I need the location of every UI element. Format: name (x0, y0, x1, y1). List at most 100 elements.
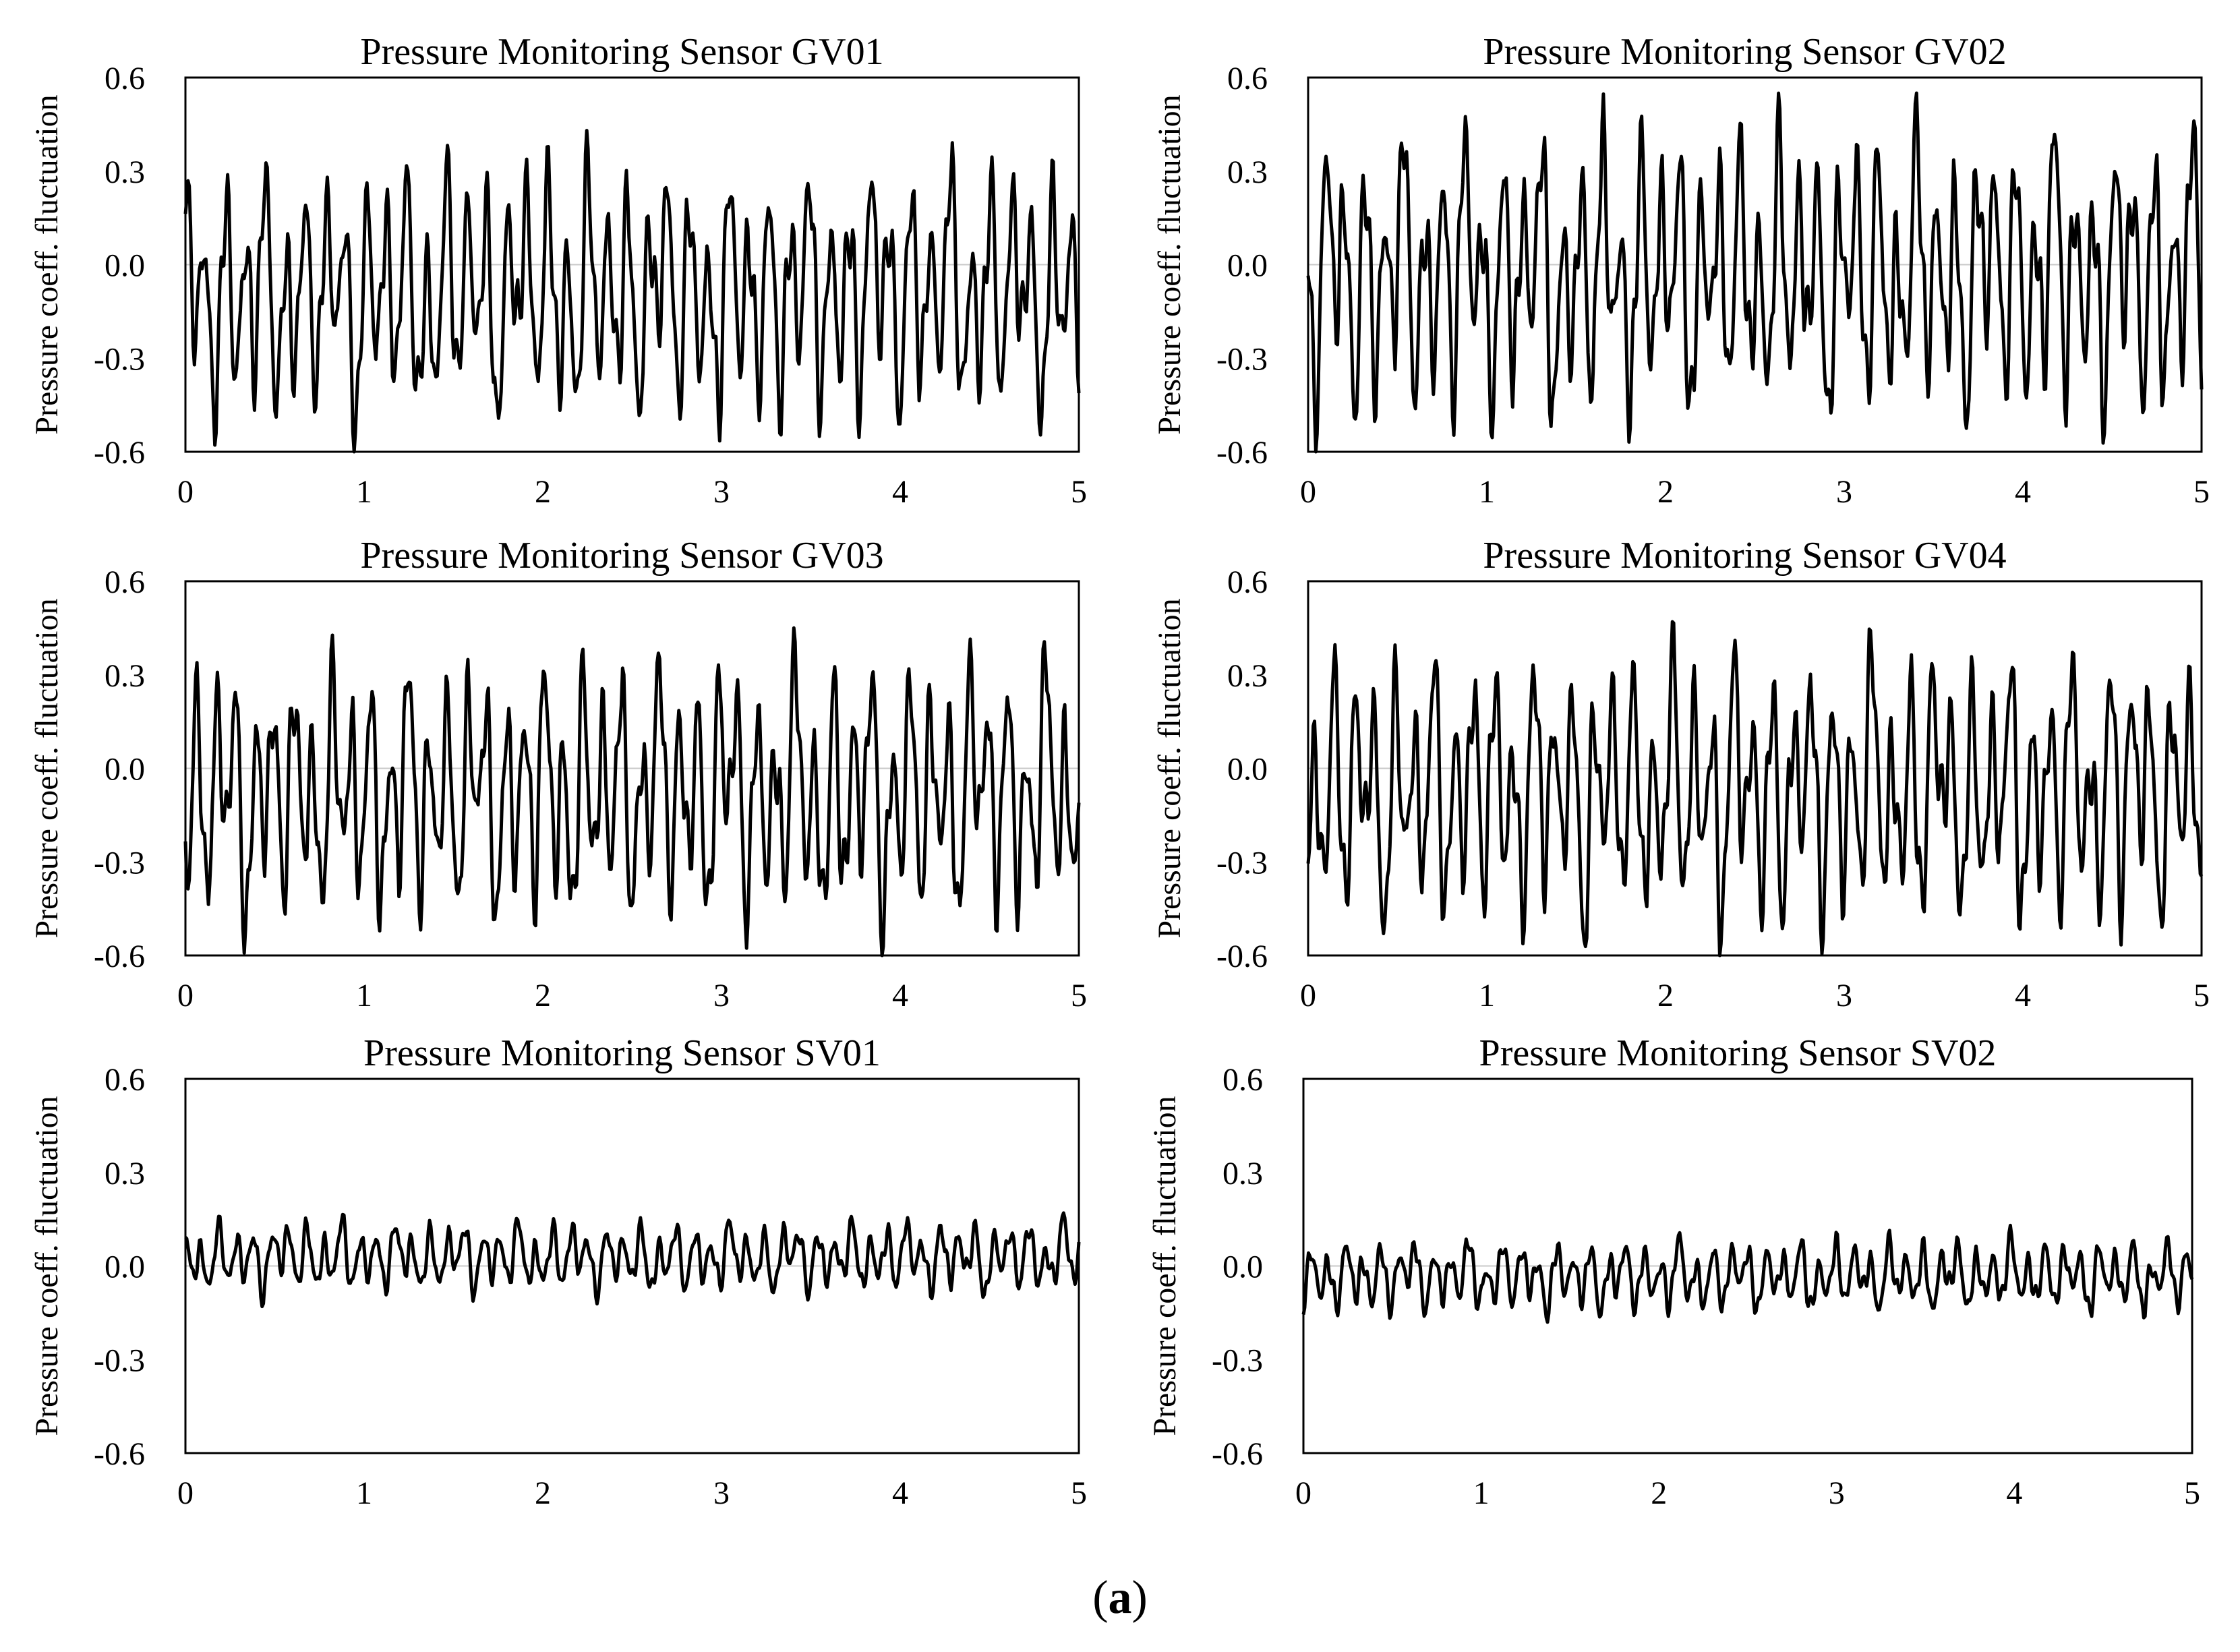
y-tick-label: -0.3 (94, 845, 145, 881)
y-tick-label: 0.6 (1227, 564, 1268, 600)
plot-frame (1302, 1078, 2193, 1454)
x-tick-label: 1 (356, 1475, 372, 1511)
x-tick-label: 0 (1295, 1475, 1311, 1511)
x-tick-label: 4 (2006, 1475, 2022, 1511)
chart-panel-3: Pressure Monitoring Sensor GV03 -0.6 -0.3 0… (29, 535, 1087, 1013)
chart-panel-6: Pressure Monitoring Sensor SV02 -0.6 -0.3 0… (1147, 1032, 2200, 1511)
y-axis-label: Pressure coeff. fluctuation (29, 94, 65, 434)
y-tick-label: 0.6 (105, 61, 145, 96)
x-tick-label: 1 (356, 978, 372, 1013)
x-tick-label: 4 (892, 474, 908, 510)
y-tick-label: 0.6 (105, 1062, 145, 1098)
plot-frame (184, 76, 1080, 453)
x-tick-label: 4 (2015, 978, 2031, 1013)
x-tick-label: 1 (1479, 474, 1495, 510)
y-tick-label: 0.0 (105, 1249, 145, 1285)
x-tick-label: 5 (1071, 978, 1087, 1013)
x-tick-label: 2 (535, 474, 551, 510)
plot-frame (1307, 580, 2203, 957)
series-line (1306, 91, 2204, 454)
x-tick-label: 5 (2193, 978, 2210, 1013)
plot-frame (184, 1078, 1080, 1454)
x-tick-label: 0 (177, 978, 194, 1013)
chart-title: Pressure Monitoring Sensor SV02 (1479, 1032, 1997, 1074)
y-tick-label: -0.3 (94, 1343, 145, 1378)
x-tick-label: 0 (177, 1475, 194, 1511)
x-tick-label: 4 (2015, 474, 2031, 510)
chart-panel-1: Pressure Monitoring Sensor GV01 -0.6 -0.3 0… (29, 31, 1087, 510)
x-tick-label: 3 (713, 1475, 730, 1511)
y-axis-label: Pressure coeff. fluctuation (1152, 598, 1187, 938)
x-tick-label: 5 (1071, 1475, 1087, 1511)
figure-caption: (a) (0, 1571, 2240, 1625)
x-tick-label: 1 (1473, 1475, 1490, 1511)
x-tick-label: 0 (177, 474, 194, 510)
y-axis-label: Pressure coeff. fluctuation (1152, 94, 1187, 434)
y-axis-label: Pressure coeff. fluctuation (1147, 1096, 1183, 1436)
x-tick-label: 5 (2193, 474, 2210, 510)
x-tick-label: 1 (356, 474, 372, 510)
x-tick-label: 2 (1657, 978, 1674, 1013)
y-tick-label: 0.6 (1227, 61, 1268, 96)
chart-panel-2: Pressure Monitoring Sensor GV02 -0.6 -0.3 0… (1152, 31, 2210, 510)
y-tick-label: 0.3 (1227, 658, 1268, 694)
y-tick-label: -0.3 (1216, 341, 1268, 377)
y-tick-label: 0.3 (105, 658, 145, 694)
y-tick-label: 0.0 (105, 752, 145, 788)
y-tick-label: -0.3 (1216, 845, 1268, 881)
chart-title: Pressure Monitoring Sensor GV04 (1483, 535, 2006, 577)
y-tick-label: -0.6 (1216, 939, 1268, 974)
y-tick-label: 0.3 (105, 154, 145, 190)
y-tick-label: 0.0 (1227, 248, 1268, 284)
x-tick-label: 4 (892, 1475, 908, 1511)
x-tick-label: 1 (1479, 978, 1495, 1013)
y-tick-label: -0.6 (94, 435, 145, 471)
plot-frame (184, 580, 1080, 957)
caption-close: ) (1131, 1572, 1148, 1624)
x-tick-label: 3 (1836, 978, 1852, 1013)
y-tick-label: 0.0 (1227, 752, 1268, 788)
y-axis-label: Pressure coeff. fluctuation (29, 1096, 65, 1436)
y-tick-label: -0.6 (94, 939, 145, 974)
x-tick-label: 2 (535, 978, 551, 1013)
chart-title: Pressure Monitoring Sensor SV01 (363, 1032, 881, 1074)
x-tick-label: 0 (1300, 474, 1316, 510)
y-tick-label: 0.6 (105, 564, 145, 600)
x-tick-label: 2 (1651, 1475, 1667, 1511)
y-tick-label: 0.3 (105, 1156, 145, 1191)
x-tick-label: 2 (1657, 474, 1674, 510)
y-axis-label: Pressure coeff. fluctuation (29, 598, 65, 938)
chart-title: Pressure Monitoring Sensor GV03 (360, 535, 883, 577)
series-line (183, 626, 1081, 957)
y-tick-label: -0.6 (1212, 1436, 1263, 1472)
chart-title: Pressure Monitoring Sensor GV02 (1483, 31, 2006, 73)
x-tick-label: 3 (1836, 474, 1852, 510)
caption-open: ( (1092, 1572, 1109, 1624)
y-tick-label: 0.0 (105, 248, 145, 284)
series-line (1301, 1223, 2194, 1324)
x-tick-label: 2 (535, 1475, 551, 1511)
x-tick-label: 3 (713, 474, 730, 510)
x-tick-label: 4 (892, 978, 908, 1013)
caption-letter: a (1108, 1572, 1132, 1624)
y-tick-label: 0.3 (1227, 154, 1268, 190)
x-tick-label: 3 (1829, 1475, 1845, 1511)
plot-frame (1307, 76, 2203, 453)
x-tick-label: 5 (1071, 474, 1087, 510)
x-tick-label: 3 (713, 978, 730, 1013)
series-line (183, 129, 1081, 454)
series-line (184, 1211, 1081, 1309)
y-tick-label: -0.3 (1212, 1343, 1263, 1378)
chart-panel-4: Pressure Monitoring Sensor GV04 -0.6 -0.3 0… (1152, 535, 2210, 1013)
y-tick-label: -0.3 (94, 341, 145, 377)
y-tick-label: 0.0 (1222, 1249, 1263, 1285)
series-line (1306, 620, 2204, 957)
y-tick-label: 0.3 (1222, 1156, 1263, 1191)
y-tick-label: -0.6 (94, 1436, 145, 1472)
chart-panel-5: Pressure Monitoring Sensor SV01 -0.6 -0.3 0… (29, 1032, 1087, 1511)
x-tick-label: 5 (2184, 1475, 2200, 1511)
chart-title: Pressure Monitoring Sensor GV01 (360, 31, 883, 73)
x-tick-label: 0 (1300, 978, 1316, 1013)
y-tick-label: 0.6 (1222, 1062, 1263, 1098)
